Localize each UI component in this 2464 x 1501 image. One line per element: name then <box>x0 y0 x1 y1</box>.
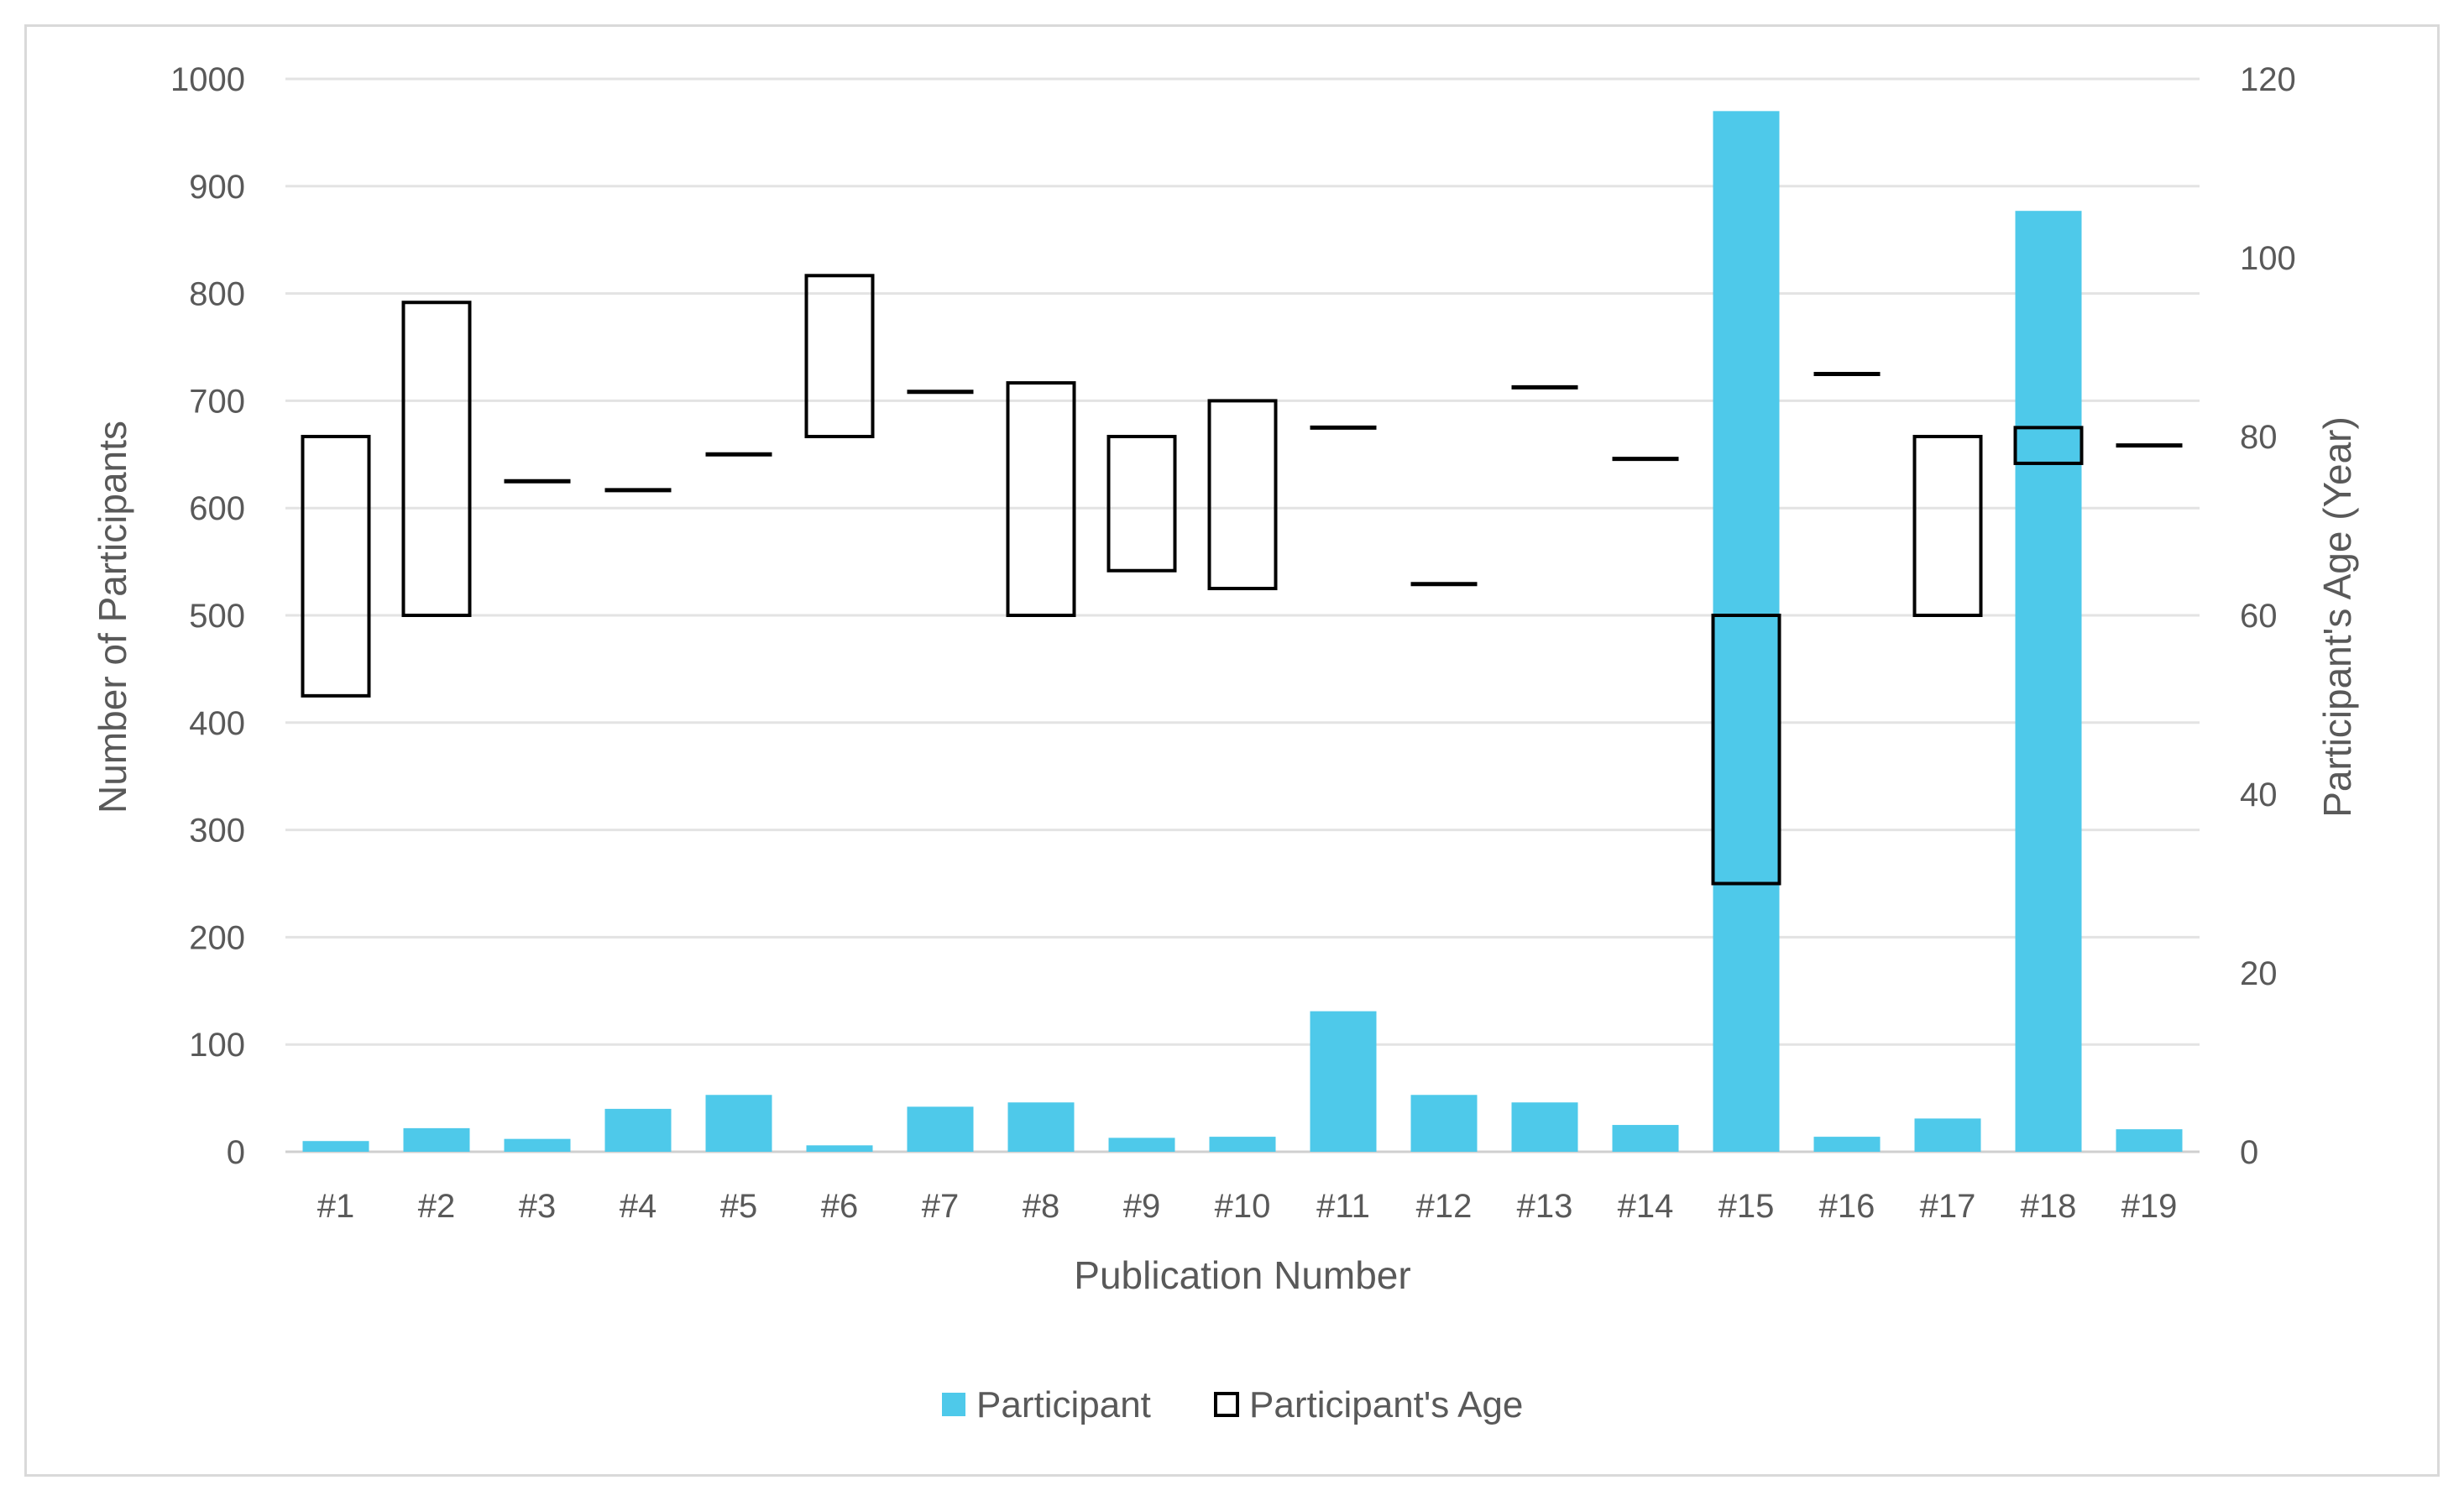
age-range-box <box>301 435 371 698</box>
age-range-box <box>2013 426 2084 465</box>
participant-bar <box>705 1095 772 1152</box>
participant-bar <box>403 1127 470 1152</box>
x-tick-label: #1 <box>317 1188 355 1225</box>
participant-bar <box>302 1141 369 1152</box>
y2-axis-title: Participant's Age (Year) <box>2315 416 2359 818</box>
x-tick-label: #13 <box>1517 1188 1573 1225</box>
y2-tick-label: 100 <box>2240 240 2296 277</box>
x-tick-label: #16 <box>1819 1188 1875 1225</box>
legend-swatch-age <box>1214 1392 1239 1417</box>
y2-tick-label: 60 <box>2240 598 2278 635</box>
y2-tick-label: 80 <box>2240 419 2278 456</box>
y-tick-label: 700 <box>189 383 245 420</box>
age-range-box <box>1006 381 1076 617</box>
participant-bar <box>1914 1118 1981 1152</box>
x-tick-label: #19 <box>2121 1188 2178 1225</box>
y-tick-label: 1000 <box>170 61 245 98</box>
participant-bar <box>604 1108 672 1152</box>
participant-bar <box>1310 1011 1377 1152</box>
y-tick-label: 500 <box>189 598 245 635</box>
x-tick-label: #18 <box>2021 1188 2077 1225</box>
x-tick-label: #14 <box>1618 1188 1674 1225</box>
age-range-box <box>401 301 472 617</box>
y2-tick-label: 40 <box>2240 777 2278 813</box>
participant-bar <box>806 1145 873 1152</box>
x-tick-label: #15 <box>1719 1188 1775 1225</box>
x-tick-label: #2 <box>418 1188 456 1225</box>
x-tick-label: #7 <box>922 1188 960 1225</box>
legend-swatch-participant <box>942 1393 965 1416</box>
participant-bar <box>1108 1138 1175 1152</box>
x-tick-label: #4 <box>620 1188 657 1225</box>
y-tick-label: 0 <box>227 1134 245 1171</box>
y-tick-label: 200 <box>189 919 245 956</box>
left-axis-ticks: 0 100 200 300 400 500 600 700 800 900 1000 <box>170 61 245 1171</box>
y-tick-label: 600 <box>189 490 245 527</box>
x-tick-label: #10 <box>1215 1188 1271 1225</box>
y2-tick-label: 20 <box>2240 955 2278 992</box>
participant-bar <box>1813 1137 1881 1152</box>
age-ranges <box>301 274 2183 886</box>
age-range-box <box>1711 614 1781 886</box>
participant-bars <box>302 111 2183 1153</box>
participant-bar <box>1713 111 1780 1153</box>
x-tick-label: #6 <box>821 1188 859 1225</box>
x-tick-label: #12 <box>1416 1188 1473 1225</box>
x-tick-label: #3 <box>519 1188 557 1225</box>
y-tick-label: 400 <box>189 705 245 742</box>
legend-label-participant: Participant <box>976 1384 1151 1425</box>
x-axis-title: Publication Number <box>1074 1253 1410 1297</box>
y2-tick-label: 120 <box>2240 61 2296 98</box>
age-range-box <box>804 274 875 438</box>
age-range-box <box>1207 399 1278 591</box>
x-tick-label: #9 <box>1123 1188 1161 1225</box>
y-tick-label: 300 <box>189 813 245 850</box>
x-tick-label: #5 <box>720 1188 758 1225</box>
participant-bar <box>1612 1125 1679 1152</box>
y2-tick-label: 0 <box>2240 1134 2258 1171</box>
age-range-box <box>1106 435 1177 573</box>
participant-bar <box>1209 1137 1276 1152</box>
participant-bar <box>504 1138 571 1152</box>
y-tick-label: 100 <box>189 1027 245 1064</box>
x-tick-label: #8 <box>1023 1188 1060 1225</box>
participant-bar <box>2015 211 2082 1153</box>
x-tick-label: #11 <box>1316 1188 1370 1225</box>
age-range-box <box>1912 435 1983 617</box>
legend: Participant Participant's Age <box>942 1384 1523 1425</box>
y-tick-label: 900 <box>189 169 245 206</box>
legend-label-age: Participant's Age <box>1249 1384 1523 1425</box>
participant-bar <box>1410 1095 1478 1152</box>
participant-bar <box>1007 1102 1075 1152</box>
participant-bar <box>907 1106 974 1152</box>
x-tick-label: #17 <box>1920 1188 1976 1225</box>
right-axis-ticks: 0 20 40 60 80 100 120 <box>2240 61 2296 1171</box>
participant-bar <box>1511 1102 1578 1152</box>
y-axis-title: Number of Participants <box>91 421 134 813</box>
gridlines <box>285 77 2200 1153</box>
participant-bar <box>2116 1129 2183 1152</box>
y-tick-label: 800 <box>189 276 245 313</box>
x-axis-ticks: #1 #2 #3 #4 #5 #6 #7 #8 #9 #10 #11 #12 #13 #14 #15 #16 #… <box>317 1188 2178 1225</box>
